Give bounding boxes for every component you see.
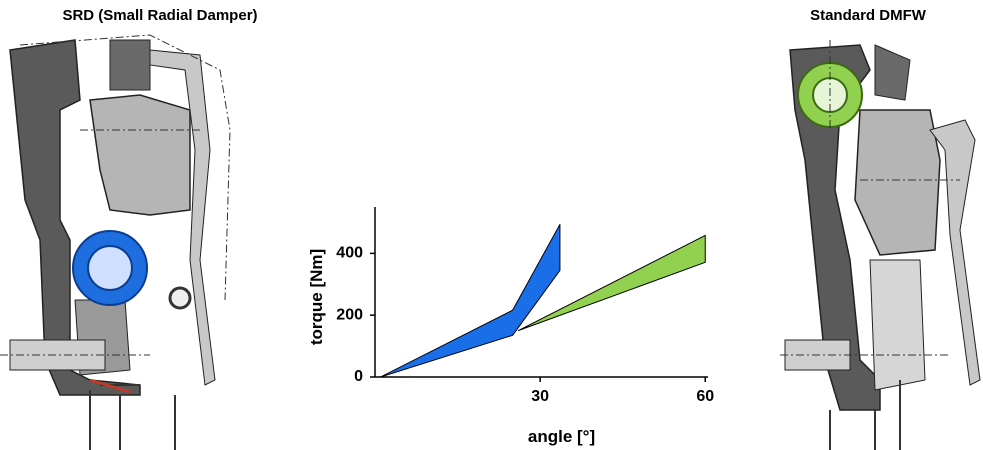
srd-drawing (0, 34, 231, 450)
panel-title: SRD (Small Radial Damper) (62, 7, 257, 24)
x-tick-label: 30 (531, 388, 549, 405)
range-band (380, 224, 561, 378)
dmfw-drawing (780, 40, 981, 450)
y-tick-label: 400 (336, 245, 363, 262)
y-axis-label: torque [Nm] (307, 249, 326, 345)
x-axis-label: angle [°] (528, 427, 595, 446)
chart: 0 200 400 30 60 angle [°] torque [Nm] (307, 207, 714, 446)
range-band (517, 234, 706, 332)
panel-title: Standard DMFW (810, 7, 927, 24)
x-tick-label: 60 (696, 388, 714, 405)
y-tick-label: 0 (354, 368, 363, 385)
y-tick-label: 200 (336, 306, 363, 323)
